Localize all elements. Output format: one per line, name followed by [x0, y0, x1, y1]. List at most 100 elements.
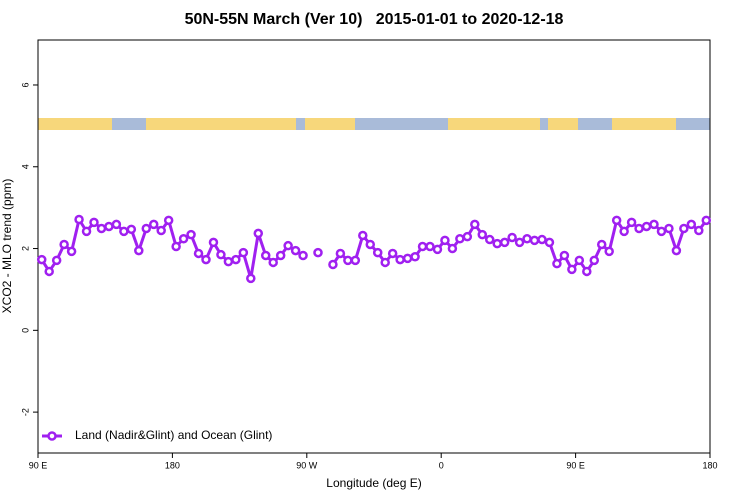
data-point	[701, 215, 712, 226]
data-point	[343, 255, 353, 266]
data-point	[492, 238, 502, 249]
data-point	[268, 257, 278, 268]
data-point	[148, 219, 159, 230]
data-point	[626, 217, 637, 228]
data-point	[328, 259, 338, 270]
data-point	[410, 251, 420, 262]
data-point	[51, 255, 62, 266]
legend-marker	[47, 431, 57, 441]
data-point	[484, 234, 495, 245]
data-point	[425, 241, 435, 252]
data-point	[544, 237, 555, 248]
data-point	[44, 266, 54, 277]
data-point	[163, 215, 174, 226]
data-point	[522, 233, 532, 244]
x-tick-label: 90 W	[296, 460, 318, 470]
data-point	[193, 248, 204, 259]
data-point	[552, 258, 562, 269]
data-point	[141, 223, 152, 234]
data-point	[514, 237, 525, 248]
legend-label: Land (Nadir&Glint) and Ocean (Glint)	[75, 428, 272, 442]
data-point	[365, 239, 376, 250]
y-tick-label: -2	[20, 408, 30, 416]
data-point	[74, 214, 84, 225]
chart-title: 50N-55N March (Ver 10) 2015-01-01 to 202…	[185, 11, 564, 28]
data-point	[634, 223, 644, 234]
data-point	[66, 246, 77, 257]
data-point	[186, 229, 196, 240]
data-point	[559, 250, 570, 261]
data-point	[694, 225, 704, 236]
data-point	[231, 254, 241, 265]
data-point	[260, 250, 271, 261]
data-point	[417, 241, 428, 252]
data-point	[89, 217, 99, 228]
data-point	[313, 247, 323, 258]
data-point	[201, 254, 211, 265]
x-tick-label: 90 E	[29, 460, 48, 470]
data-point	[507, 232, 517, 243]
data-point	[36, 254, 47, 265]
data-point	[641, 221, 652, 232]
data-point	[156, 225, 166, 236]
data-point	[380, 257, 390, 268]
data-point	[567, 264, 577, 275]
data-point	[589, 255, 600, 266]
data-point	[350, 255, 361, 266]
data-point	[111, 219, 122, 230]
data-point	[477, 229, 488, 240]
data-point	[679, 223, 689, 234]
data-point	[402, 253, 413, 264]
x-tick-label: 180	[165, 460, 180, 470]
data-point	[611, 215, 622, 226]
data-point	[440, 235, 450, 246]
data-point	[470, 219, 480, 230]
data-point	[529, 235, 540, 246]
plot-frame	[37, 39, 711, 454]
data-point	[275, 250, 286, 261]
x-axis-label: Longitude (deg E)	[326, 476, 421, 490]
data-point	[619, 226, 629, 237]
data-point	[216, 249, 226, 260]
data-point	[432, 244, 443, 255]
land-ocean-strip	[38, 118, 710, 130]
data-point	[649, 219, 659, 230]
data-point	[455, 233, 465, 244]
data-point	[499, 237, 510, 248]
y-axis-label: XCO2 - MLO trend (ppm)	[0, 179, 14, 314]
data-point	[59, 239, 69, 250]
data-point	[208, 237, 219, 248]
y-tick-label: 4	[20, 164, 30, 169]
y-tick-label: 0	[20, 328, 30, 333]
data-point	[253, 228, 264, 239]
data-point	[96, 223, 107, 234]
data-point	[664, 223, 674, 234]
x-tick-label: 0	[439, 460, 444, 470]
data-point	[298, 250, 308, 261]
y-tick-label: 6	[20, 82, 30, 87]
data-point	[290, 245, 301, 256]
data-point	[604, 246, 614, 257]
data-point	[104, 221, 114, 232]
y-tick-label: 2	[20, 246, 30, 251]
data-point	[358, 230, 368, 241]
data-point	[81, 226, 92, 237]
data-point	[372, 247, 383, 258]
data-point	[656, 226, 667, 237]
data-point	[171, 241, 181, 252]
data-point	[462, 231, 473, 242]
data-point	[119, 226, 129, 237]
data-point	[447, 243, 458, 254]
data-point	[537, 234, 547, 245]
data-point	[178, 233, 189, 244]
data-point	[582, 266, 592, 277]
data-point	[574, 255, 585, 266]
data-point	[238, 247, 249, 258]
data-point	[134, 245, 144, 256]
data-point	[126, 224, 137, 235]
data-point	[671, 245, 682, 256]
data-point	[335, 248, 346, 259]
data-point	[596, 239, 607, 250]
